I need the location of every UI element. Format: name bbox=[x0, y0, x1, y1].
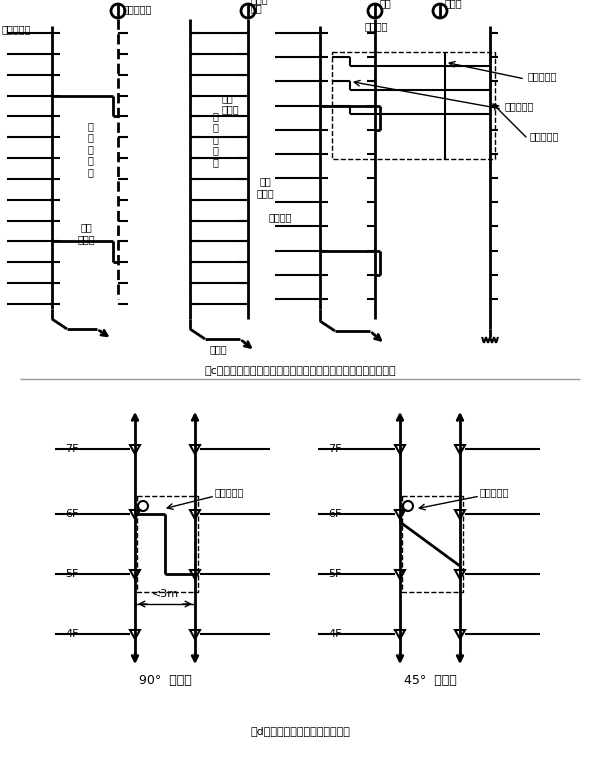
Text: 7F: 7F bbox=[328, 444, 342, 454]
Text: 污水立管: 污水立管 bbox=[268, 212, 292, 222]
Text: 结合
通气管: 结合 通气管 bbox=[77, 223, 95, 245]
Polygon shape bbox=[455, 570, 465, 579]
Polygon shape bbox=[455, 630, 465, 639]
Text: 污水立管: 污水立管 bbox=[365, 21, 389, 31]
Text: （c）专用通气管、主副通气管、器具通气管与排水管的连接模式: （c）专用通气管、主副通气管、器具通气管与排水管的连接模式 bbox=[204, 366, 396, 376]
Text: 排出管: 排出管 bbox=[210, 344, 227, 354]
Polygon shape bbox=[395, 570, 405, 579]
Text: 主通气立管: 主通气立管 bbox=[530, 131, 559, 141]
Polygon shape bbox=[190, 510, 200, 519]
Text: 6F: 6F bbox=[65, 509, 79, 519]
Polygon shape bbox=[190, 630, 200, 639]
Polygon shape bbox=[130, 445, 140, 454]
Text: 辅助通气管: 辅助通气管 bbox=[480, 487, 509, 497]
Text: 环形通气管: 环形通气管 bbox=[528, 71, 557, 81]
Polygon shape bbox=[455, 445, 465, 454]
Polygon shape bbox=[190, 445, 200, 454]
Polygon shape bbox=[455, 510, 465, 519]
Text: 45°  偏置管: 45° 偏置管 bbox=[404, 674, 457, 687]
Text: 5F: 5F bbox=[328, 569, 341, 579]
Text: 结合
通气管: 结合 通气管 bbox=[222, 93, 239, 115]
Text: 主
通
气
立
管: 主 通 气 立 管 bbox=[212, 111, 218, 167]
Text: 污水
横支管: 污水 横支管 bbox=[256, 176, 274, 198]
Text: 7F: 7F bbox=[65, 444, 79, 454]
Text: 立管: 立管 bbox=[251, 3, 263, 13]
Polygon shape bbox=[395, 630, 405, 639]
Text: 器具通气管: 器具通气管 bbox=[505, 101, 535, 111]
Text: （d）偏置管设置辅助通气管模式: （d）偏置管设置辅助通气管模式 bbox=[250, 726, 350, 736]
Text: 90°  偏置管: 90° 偏置管 bbox=[139, 674, 191, 687]
Text: 辅助通气管: 辅助通气管 bbox=[215, 487, 244, 497]
Polygon shape bbox=[395, 510, 405, 519]
Polygon shape bbox=[190, 570, 200, 579]
Text: 污水横支管: 污水横支管 bbox=[2, 24, 31, 34]
Text: 4F: 4F bbox=[328, 629, 342, 639]
Text: 环形通气管: 环形通气管 bbox=[123, 4, 152, 14]
Polygon shape bbox=[395, 445, 405, 454]
Text: <3m: <3m bbox=[151, 589, 179, 599]
Text: 专
用
通
气
管: 专 用 通 气 管 bbox=[87, 121, 93, 177]
Text: 副通气: 副通气 bbox=[251, 0, 269, 4]
Polygon shape bbox=[130, 630, 140, 639]
Polygon shape bbox=[130, 510, 140, 519]
Text: 5F: 5F bbox=[65, 569, 79, 579]
Text: 立管: 立管 bbox=[380, 0, 392, 8]
Polygon shape bbox=[130, 570, 140, 579]
Text: 4F: 4F bbox=[65, 629, 79, 639]
Text: 通气管: 通气管 bbox=[445, 0, 463, 8]
Text: 6F: 6F bbox=[328, 509, 341, 519]
